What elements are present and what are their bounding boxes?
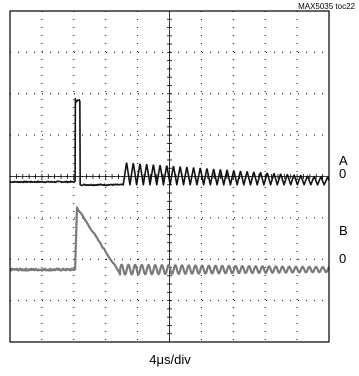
series-b-trace (9, 206, 330, 276)
chart-traces (9, 97, 330, 276)
series-b-zero-label: 0 (339, 251, 346, 266)
series-b-label: B (339, 223, 348, 238)
figure-id: MAX5035 toc22 (298, 2, 355, 11)
plot-frame (9, 10, 330, 343)
series-a-label: A (339, 153, 348, 168)
series-a-trace (9, 97, 330, 187)
x-axis-label: 4μs/div (149, 352, 191, 367)
series-a-zero-label: 0 (339, 166, 346, 181)
